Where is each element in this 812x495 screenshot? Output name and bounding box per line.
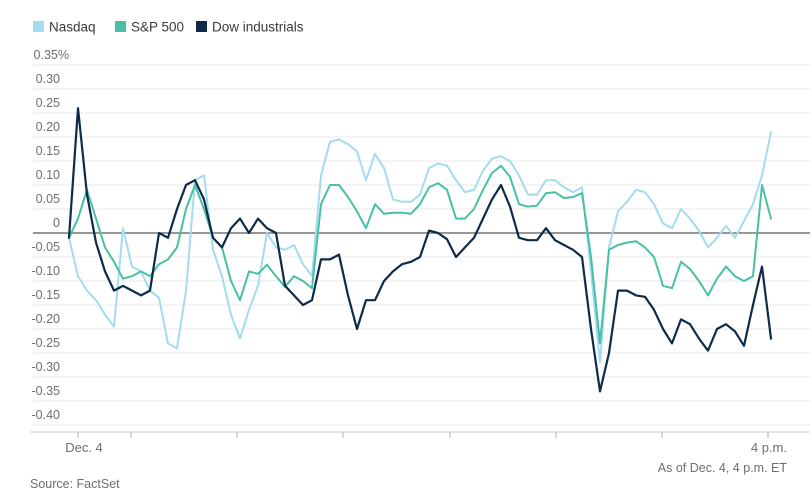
x-axis-start-label: Dec. 4	[65, 440, 103, 455]
legend-label-dow-industrials: Dow industrials	[212, 20, 304, 35]
legend-swatch-dow-industrials	[196, 21, 207, 32]
y-tick-label: 0.05	[36, 192, 60, 206]
y-tick-label: 0.35%	[34, 48, 69, 62]
legend: Nasdaq S&P 500 Dow industrials	[33, 20, 304, 35]
y-tick-label: 0.20	[36, 120, 60, 134]
y-tick-label: 0	[53, 216, 60, 230]
legend-label-s-p-500: S&P 500	[131, 20, 184, 35]
x-axis	[30, 431, 810, 438]
legend-swatch-s-p-500	[115, 21, 126, 32]
legend-item-dow-industrials: Dow industrials	[196, 20, 304, 35]
x-axis-end-label: 4 p.m.	[751, 440, 787, 455]
y-tick-label: -0.10	[32, 264, 61, 278]
y-tick-label: -0.05	[32, 240, 61, 254]
y-tick-label: -0.15	[32, 288, 61, 302]
gridlines	[33, 64, 810, 426]
y-tick-label: 0.30	[36, 72, 60, 86]
y-tick-label: -0.25	[32, 336, 61, 350]
source-note: Source: FactSet	[30, 477, 120, 491]
as-of-note: As of Dec. 4, 4 p.m. ET	[658, 461, 788, 475]
series-lines	[67, 107, 773, 393]
dow-industrials-line	[67, 107, 773, 393]
y-tick-label: 0.10	[36, 168, 60, 182]
y-tick-label: -0.30	[32, 360, 61, 374]
y-tick-label: -0.40	[32, 408, 61, 422]
legend-item-s-p-500: S&P 500	[115, 20, 184, 35]
nasdaq-line	[68, 131, 772, 364]
y-tick-label: -0.35	[32, 384, 61, 398]
legend-swatch-nasdaq	[33, 21, 44, 32]
s-p-500-line	[68, 164, 772, 345]
y-axis-labels: 0.35% 0.30 0.25 0.20 0.15 0.10 0.05 0 -0.05 -0.10…	[32, 48, 70, 422]
legend-item-nasdaq: Nasdaq	[33, 20, 96, 35]
y-tick-label: 0.25	[36, 96, 60, 110]
y-tick-label: -0.20	[32, 312, 61, 326]
legend-label-nasdaq: Nasdaq	[49, 20, 96, 35]
y-tick-label: 0.15	[36, 144, 60, 158]
